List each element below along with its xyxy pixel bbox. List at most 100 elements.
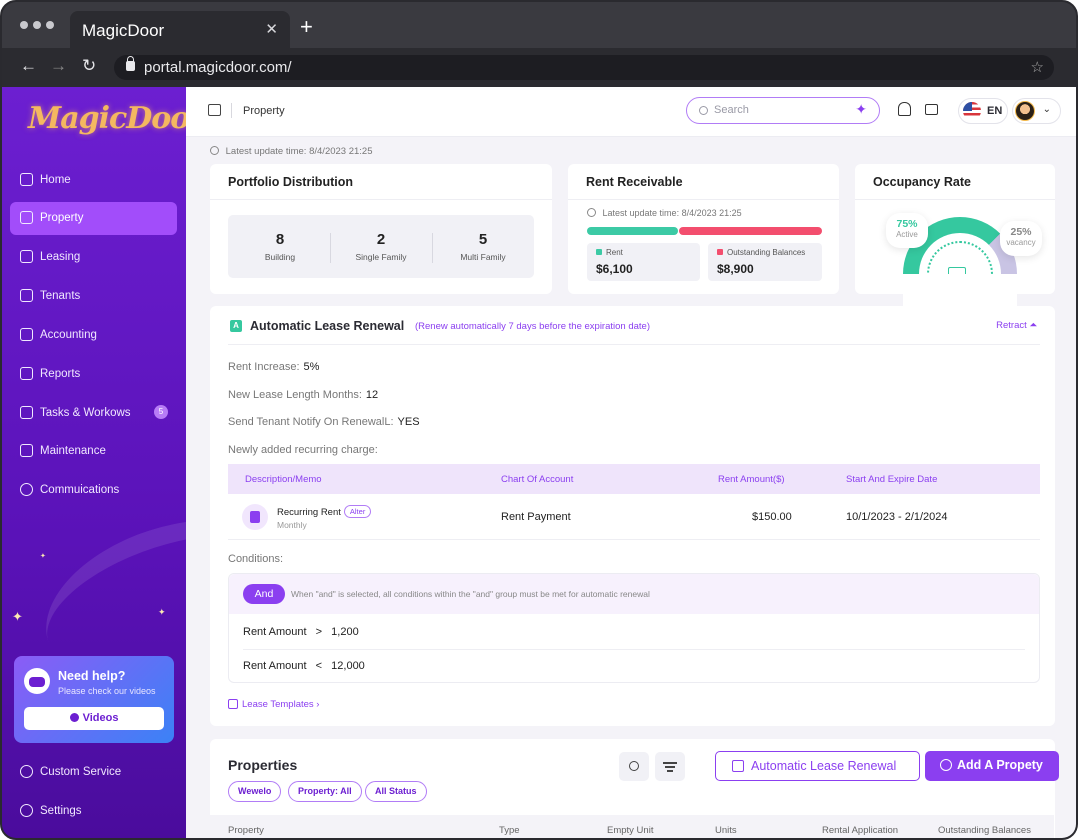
card-title: Automatic Lease Renewal [250,319,405,333]
sidebar-item-tenants[interactable]: Tenants [10,280,177,313]
new-tab-icon[interactable]: + [300,14,313,39]
filter-icon [663,762,677,764]
table-header: Description/Memo Chart Of Account Rent A… [228,464,1040,494]
tenant-notify: Send Tenant Notify On RenewalL: YES [228,416,420,428]
column-header: Empty Unit [607,825,654,836]
sidebar-item-tasks[interactable]: Tasks & Workows 5 [10,397,177,430]
card-title: Portfolio Distribution [228,175,353,189]
chevron-down-icon: ⌄ [1042,104,1051,115]
ai-sparkle-icon[interactable]: ✦ [855,101,867,117]
stat-single-family[interactable]: 2 Single Family [331,231,431,262]
alter-tag[interactable]: Alter [343,505,372,518]
column-header: Chart Of Account [501,474,574,485]
latest-update-label: Latest update time: [225,146,307,157]
divider [568,199,839,200]
recurring-charge-label: Newly added recurring charge: [228,444,378,456]
sparkle-icon: ✦ [40,553,46,560]
sidebar-item-label: Maintenance [40,445,106,457]
chart-icon [20,367,33,380]
retract-button[interactable]: Retract ⏶ [996,320,1037,331]
latest-update-value: 8/4/2023 21:25 [309,146,373,157]
videos-button[interactable]: Videos [24,707,164,730]
divider [228,344,1040,345]
browser-nav-bar: ← → ↻ portal.magicdoor.com/ ☆ [2,48,1076,87]
magicdoor-logo[interactable]: MagicDoor [28,101,186,136]
top-bar: Property Search ✦ EN ⌄ [186,87,1076,137]
avatar [1015,101,1035,121]
and-note: When "and" is selected, all conditions w… [291,589,650,599]
outstanding-stat-label: Outstanding Balances [717,248,822,257]
sidebar-item-home[interactable]: Home [10,164,177,197]
home-icon[interactable] [208,104,221,116]
reload-icon[interactable]: ↻ [82,56,97,75]
automatic-lease-renewal-button[interactable]: Automatic Lease Renewal [715,751,920,781]
charge-account: Rent Payment [501,511,571,523]
outstanding-value: $8,900 [717,262,754,276]
card-title: Properties [228,757,298,773]
help-card: Need help? Please check our videos Video… [14,656,174,743]
sidebar-item-label: Home [40,174,71,186]
bookmark-star-icon[interactable]: ☆ [1030,59,1044,76]
filter-button[interactable] [655,752,685,781]
headset-icon [20,765,33,778]
sidebar-item-label: Tasks & Workows [40,407,131,419]
close-tab-icon[interactable]: ✕ [265,21,278,38]
tasks-icon [20,406,33,419]
table-row[interactable]: Recurring Rent Alter Monthly Rent Payment… [228,494,1040,540]
back-icon[interactable]: ← [20,56,37,75]
sidebar-item-reports[interactable]: Reports [10,358,177,391]
condition-row[interactable]: Rent Amount > 1,200 [243,626,359,638]
search-button[interactable] [619,752,649,781]
language-selector[interactable]: EN [958,98,1008,124]
url-text: portal.magicdoor.com/ [144,59,292,76]
sidebar-item-custom-service[interactable]: Custom Service [10,756,177,789]
profile-menu[interactable]: ⌄ [1012,98,1061,124]
sidebar-item-communications[interactable]: Commuications [10,474,177,507]
filter-chip[interactable]: Property: All [288,781,362,802]
conditions-header: And When "and" is selected, all conditio… [229,574,1039,614]
panel-toggle-icon[interactable] [925,104,938,115]
sidebar-item-property[interactable]: Property [10,202,177,235]
rent-receivable-card: Rent Receivable Latest update time: 8/4/… [568,164,839,294]
stat-multi-family[interactable]: 5 Multi Family [433,231,533,262]
search-input[interactable]: Search ✦ [686,97,880,124]
address-bar[interactable]: portal.magicdoor.com/ ☆ [114,55,1054,80]
vacancy-label: vacancy [1006,238,1036,247]
sidebar-item-label: Tenants [40,290,81,302]
outstanding-label: Outstanding Balances [727,248,806,257]
browser-tab[interactable]: MagicDoor ✕ [70,11,290,48]
sidebar-item-leasing[interactable]: Leasing [10,241,177,274]
card-title: Rent Receivable [586,175,683,189]
breadcrumb[interactable]: Property [243,105,285,117]
and-toggle-button[interactable]: And [243,584,285,604]
sidebar-item-settings[interactable]: Settings [10,795,177,828]
charge-frequency: Monthly [277,520,307,530]
renewal-note: (Renew automatically 7 days before the e… [415,321,650,332]
conditions-label: Conditions: [228,553,284,565]
filter-chip[interactable]: Wewelo [228,781,282,802]
window-controls[interactable] [20,21,54,29]
active-value: 75% [896,218,918,230]
forward-icon[interactable]: → [50,56,67,75]
filter-chip[interactable]: All Status [365,781,427,802]
sidebar-item-accounting[interactable]: Accounting [10,319,177,352]
sidebar-item-maintenance[interactable]: Maintenance [10,435,177,468]
stat-label: Multi Family [460,252,506,262]
bell-icon[interactable] [898,102,911,116]
button-label: Add A Propety [957,758,1043,772]
stat-building[interactable]: 8 Building [230,231,330,262]
active-label: Active [896,230,918,239]
occupancy-card: Occupancy Rate 75% Active 25% vacancy [855,164,1055,334]
add-property-button[interactable]: Add A Propety [925,751,1059,781]
help-subtitle: Please check our videos [58,686,156,696]
clock-icon [210,146,219,155]
play-icon [69,713,79,722]
condition-row[interactable]: Rent Amount < 12,000 [243,660,365,672]
help-title: Need help? [58,669,126,683]
outstanding-stat: Outstanding Balances $8,900 [708,243,822,281]
rent-value: $6,100 [596,262,633,276]
clock-icon [587,208,596,217]
stat-label: Single Family [355,252,407,262]
lease-templates-link[interactable]: Lease Templates › [228,699,319,710]
